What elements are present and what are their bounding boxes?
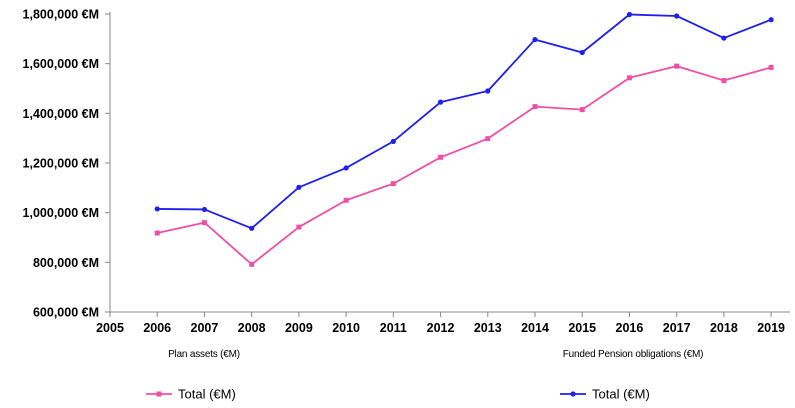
data-point — [390, 181, 396, 187]
series-group-labels: Plan assets (€M) Funded Pension obligatio… — [168, 349, 703, 360]
data-point — [579, 49, 585, 56]
legend-label: Total (€M) — [592, 387, 650, 402]
y-tick-label: 800,000 €M — [33, 256, 99, 270]
data-point — [485, 88, 491, 94]
series-plan-assets — [154, 63, 774, 267]
data-point — [768, 17, 774, 23]
legend-label: Total (€M) — [178, 387, 236, 402]
x-tick-label: 2008 — [238, 321, 266, 335]
x-tick-label: 2013 — [474, 321, 502, 335]
data-point — [249, 225, 255, 231]
y-tick-label: 1,200,000 €M — [23, 157, 99, 171]
x-tick-label: 2012 — [427, 321, 455, 335]
data-point — [437, 99, 444, 105]
x-tick-label: 2009 — [285, 321, 313, 335]
data-point — [296, 224, 302, 230]
legend-marker — [156, 391, 162, 397]
x-tick-label: 2007 — [191, 321, 219, 335]
data-point — [201, 220, 207, 226]
x-tick-label: 2015 — [568, 321, 596, 335]
data-point — [343, 165, 349, 171]
data-point — [532, 36, 538, 43]
data-point — [674, 63, 680, 69]
series-line — [157, 65, 772, 266]
y-tick-label: 1,800,000 €M — [23, 8, 99, 22]
y-axis-tick-labels: 600,000 €M 800,000 €M 1,000,000 €M 1,200,00… — [23, 8, 99, 320]
data-point — [201, 206, 208, 213]
series-line — [157, 13, 772, 230]
x-axis-tick-labels: 2005 2006 2007 2008 2009 2010 2011 2012 2013 2014… — [96, 321, 785, 335]
y-tick-label: 1,400,000 €M — [23, 107, 99, 121]
data-point — [532, 104, 538, 110]
series-funded-obligations — [154, 11, 774, 231]
data-point — [721, 78, 727, 84]
data-point — [579, 107, 585, 113]
data-point — [721, 35, 727, 41]
legend-marker — [570, 391, 576, 397]
x-tick-label: 2018 — [710, 321, 738, 335]
legend-item: Total (€M) — [146, 387, 236, 402]
data-point — [768, 64, 774, 70]
data-point — [390, 138, 396, 144]
y-tick-label: 1,000,000 €M — [23, 206, 99, 220]
data-point — [626, 75, 632, 81]
data-point — [249, 261, 255, 267]
x-tick-label: 2005 — [96, 321, 124, 335]
data-point — [296, 184, 302, 190]
chart-series — [154, 11, 774, 267]
group-label: Funded Pension obligations (€M) — [563, 349, 704, 360]
x-tick-label: 2011 — [380, 321, 407, 335]
y-tick-label: 600,000 €M — [33, 306, 99, 320]
data-point — [154, 230, 160, 236]
chart-axes — [105, 12, 790, 317]
x-tick-label: 2014 — [521, 321, 549, 335]
x-tick-label: 2016 — [616, 321, 644, 335]
data-point — [343, 197, 349, 203]
x-tick-label: 2017 — [663, 321, 691, 335]
data-point — [154, 206, 160, 212]
group-label: Plan assets (€M) — [168, 349, 240, 360]
chart-legend: Total (€M) Total (€M) — [146, 387, 650, 402]
y-tick-label: 1,600,000 €M — [23, 57, 99, 71]
data-point — [626, 11, 633, 18]
x-tick-label: 2010 — [332, 321, 360, 335]
data-point — [438, 154, 444, 160]
legend-item: Total (€M) — [560, 387, 650, 402]
data-point — [674, 13, 680, 19]
x-tick-label: 2006 — [143, 321, 171, 335]
data-point — [485, 136, 491, 142]
x-tick-label: 2019 — [757, 321, 785, 335]
